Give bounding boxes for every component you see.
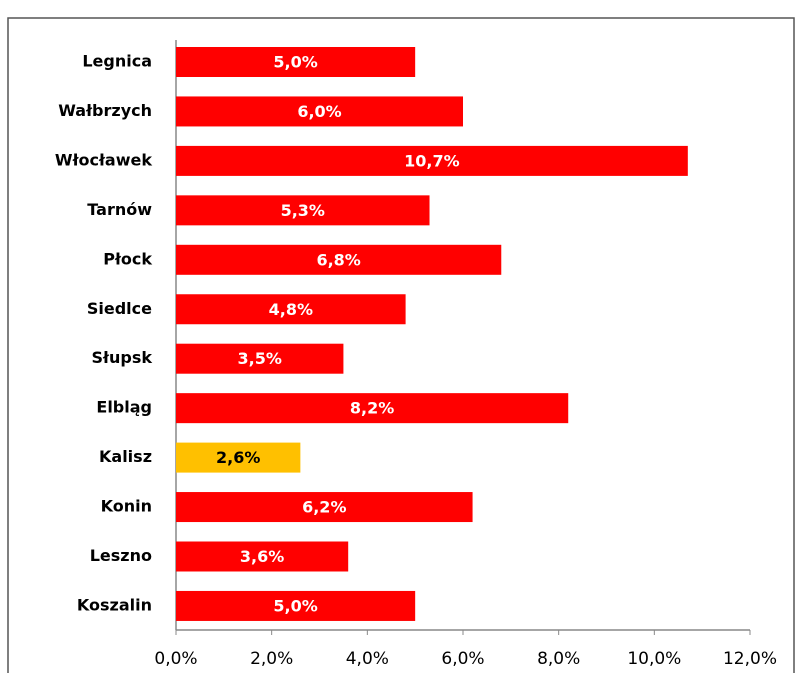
x-tick-label: 4,0% [346,649,389,669]
value-label: 6,8% [316,250,360,269]
bar [176,492,473,523]
y-tick-label: Elbląg [96,398,152,417]
y-tick-label: Wałbrzych [58,101,152,120]
value-label: 6,0% [297,102,341,121]
value-label: 5,0% [273,596,317,615]
value-label: 5,0% [273,53,317,72]
bar [176,590,416,621]
bar [176,294,406,325]
value-label: 4,8% [269,300,313,319]
y-tick-label: Siedlce [87,299,152,318]
value-label: 3,6% [240,547,284,566]
y-tick-label: Płock [103,249,152,268]
value-label: 6,2% [302,498,346,517]
x-tick-label: 8,0% [537,649,580,669]
y-tick-label: Legnica [82,52,152,71]
x-tick-label: 10,0% [627,649,681,669]
x-tick-label: 2,0% [250,649,293,669]
x-tick-label: 6,0% [441,649,484,669]
bar [176,47,416,77]
y-tick-label: Tarnów [87,200,152,219]
bar [176,343,344,374]
bar [176,393,569,424]
value-label: 3,5% [238,349,282,368]
bar [176,145,688,176]
bar [176,195,430,226]
chart-frame [7,17,795,673]
value-label: 5,3% [281,201,325,220]
x-tick-label: 0,0% [154,649,197,669]
y-tick-label: Włocławek [55,150,152,169]
y-tick-label: Kalisz [99,447,152,466]
bar [176,244,502,275]
bar [176,541,349,572]
value-label: 8,2% [350,399,394,418]
bar [176,96,463,127]
x-tick-label: 12,0% [723,649,777,669]
bar [176,442,301,473]
y-tick-label: Leszno [90,546,152,565]
value-label: 10,7% [404,151,460,170]
y-tick-label: Koszalin [77,595,152,614]
value-label: 2,6% [216,448,260,467]
y-tick-label: Słupsk [92,348,153,367]
y-tick-label: Konin [101,497,152,516]
